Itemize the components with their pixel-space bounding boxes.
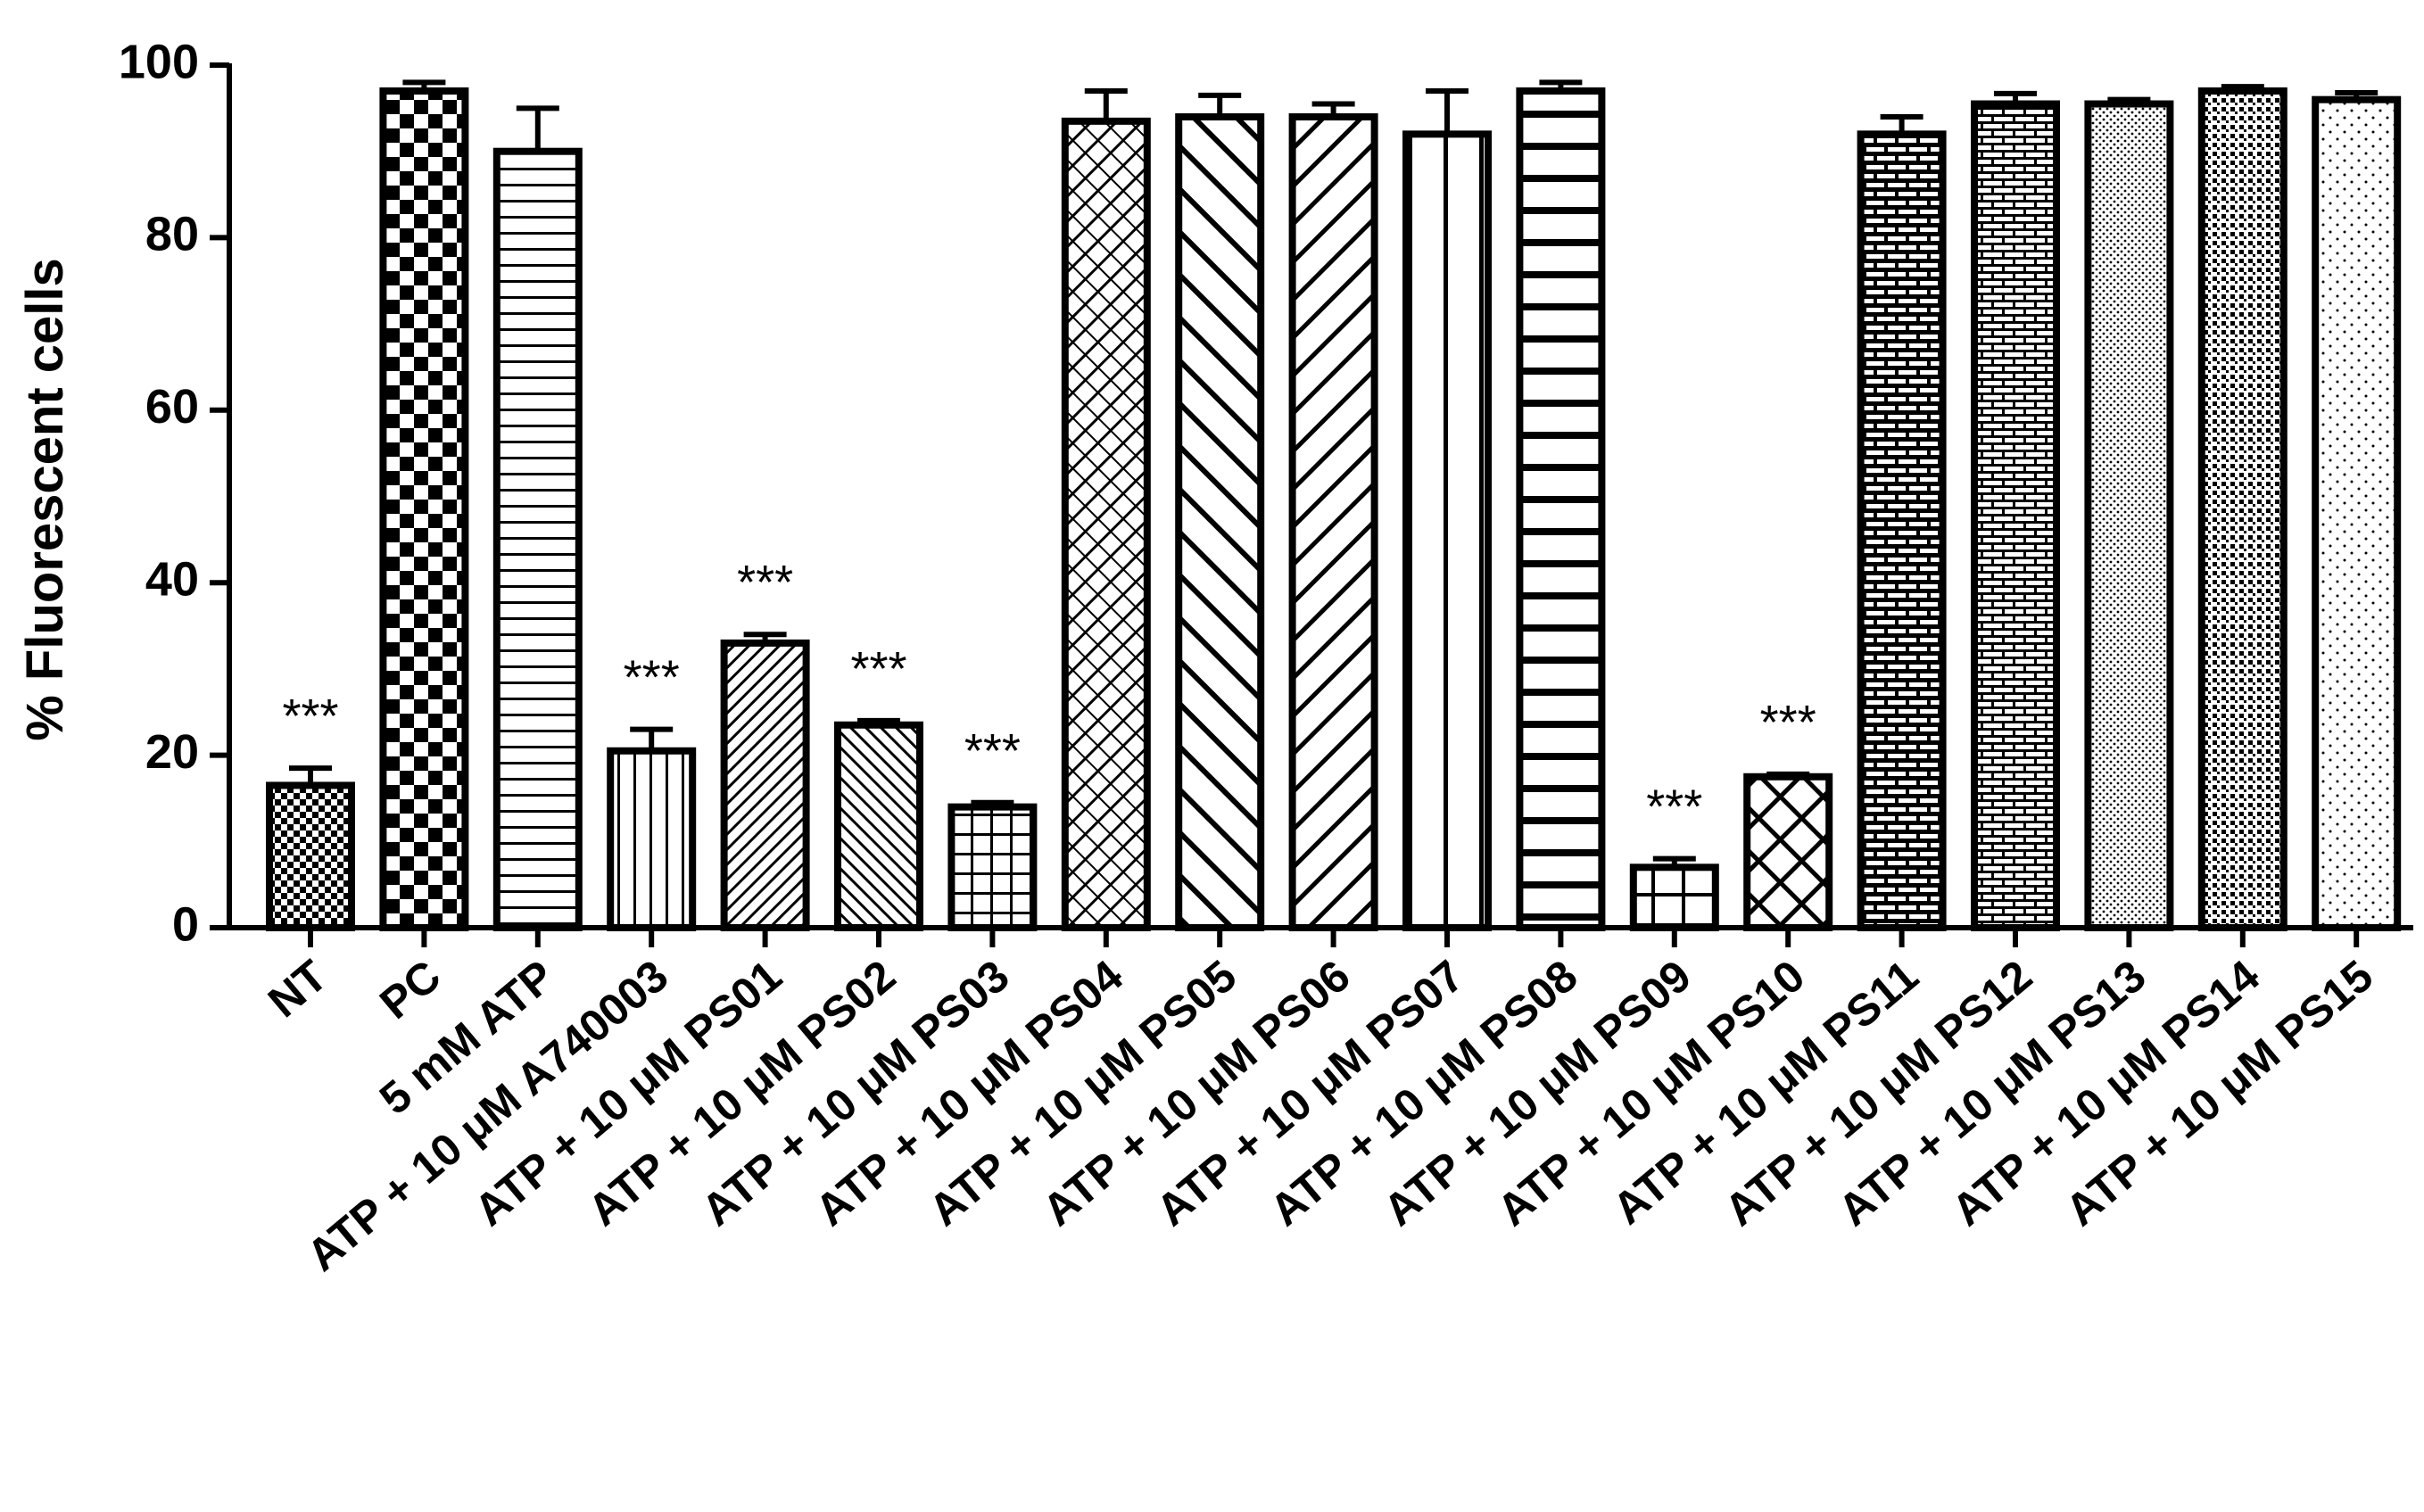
y-tick-label: 0	[172, 897, 199, 951]
bar-pattern	[1175, 113, 1265, 931]
bar-pattern	[2197, 87, 2287, 931]
significance-label: ***	[964, 724, 1021, 778]
bar-pattern	[2084, 100, 2174, 931]
bar-pattern	[1857, 130, 1947, 932]
bar-pattern	[379, 87, 469, 931]
bar-pattern	[1516, 87, 1606, 931]
bar-pattern	[1743, 773, 1833, 932]
bar-pattern	[2312, 95, 2402, 932]
bar-pattern	[834, 721, 923, 931]
bar-pattern	[607, 747, 697, 932]
y-axis-label: % Fluorescent cells	[16, 258, 74, 741]
bar-pattern	[1402, 130, 1492, 932]
bar-pattern	[1288, 113, 1378, 931]
y-tick-label: 100	[119, 35, 199, 88]
bar-pattern	[266, 781, 355, 931]
y-tick-label: 20	[145, 725, 199, 779]
significance-label: ***	[1646, 781, 1702, 834]
y-tick-label: 60	[145, 380, 199, 434]
significance-label: ***	[282, 690, 338, 743]
x-tick-label: NT	[259, 951, 336, 1028]
significance-label: ***	[850, 642, 906, 696]
significance-label: ***	[1760, 696, 1816, 749]
y-tick-label: 40	[145, 552, 199, 606]
bar-pattern	[1061, 117, 1151, 932]
bar-pattern	[492, 147, 583, 931]
bar-pattern	[947, 803, 1038, 931]
bar-pattern	[1629, 863, 1719, 931]
x-tick-label: PC	[370, 951, 450, 1029]
y-tick-label: 80	[145, 208, 199, 261]
bar-pattern	[720, 639, 810, 931]
bar-pattern	[1971, 100, 2060, 931]
significance-label: ***	[624, 651, 680, 705]
significance-label: ***	[737, 556, 793, 609]
